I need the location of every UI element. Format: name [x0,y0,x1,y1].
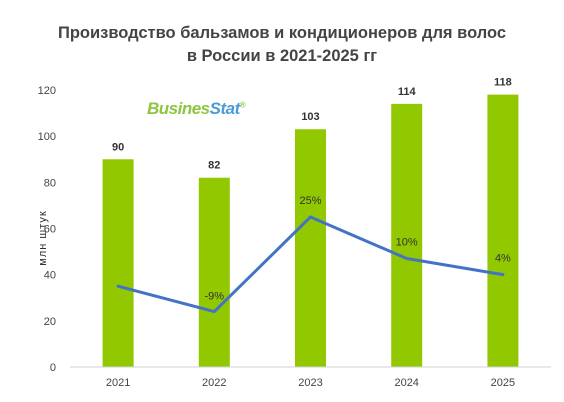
y-tick-label: 20 [44,316,56,328]
chart-title-line-2: в России в 2021-2025 гг [186,47,378,65]
bar [295,129,326,367]
y-tick-label: 100 [38,131,56,143]
y-tick-label: 40 [44,270,56,282]
logo-registered-mark: ® [239,100,246,110]
x-axis-ticks: 2021 2022 2023 2024 2025 [106,377,515,389]
bar [487,94,519,367]
businesstat-logo: BusinesStat® [147,99,246,119]
chart-title: Производство бальзамов и кондиционеров д… [0,22,564,68]
chart-title-line-1: Производство бальзамов и кондиционеров д… [57,24,507,42]
y-tick-label: 80 [44,177,56,189]
x-tick-label: 2023 [298,377,322,389]
x-tick-label: 2024 [394,377,418,389]
bar [102,159,134,367]
y-tick-label: 120 [38,85,56,97]
bar-value-label: 118 [494,77,512,89]
x-tick-label: 2022 [202,377,226,389]
y-tick-label: 0 [50,362,56,374]
bar-value-label: 90 [112,141,124,153]
bar-value-labels: 90 82 103 114 118 [112,77,512,172]
logo-text-part2: Stat [209,99,241,118]
bar-value-label: 103 [301,111,319,123]
growth-label: 10% [396,237,418,249]
x-tick-label: 2025 [491,377,515,389]
y-axis-ticks: 0 20 40 60 80 100 120 [38,85,56,374]
bar [391,103,423,367]
growth-label: 4% [495,253,511,265]
growth-labels: -9% 25% 10% 4% [205,195,512,303]
y-tick-label: 60 [44,224,56,236]
x-tick-label: 2021 [106,377,130,389]
logo-text-part1: Busines [147,99,210,118]
bars [102,94,519,367]
growth-label: -9% [205,291,225,303]
bar-value-label: 82 [208,160,220,172]
bar-value-label: 114 [398,86,417,98]
bar [198,177,230,367]
growth-label: 25% [299,195,321,207]
growth-line [116,215,505,314]
